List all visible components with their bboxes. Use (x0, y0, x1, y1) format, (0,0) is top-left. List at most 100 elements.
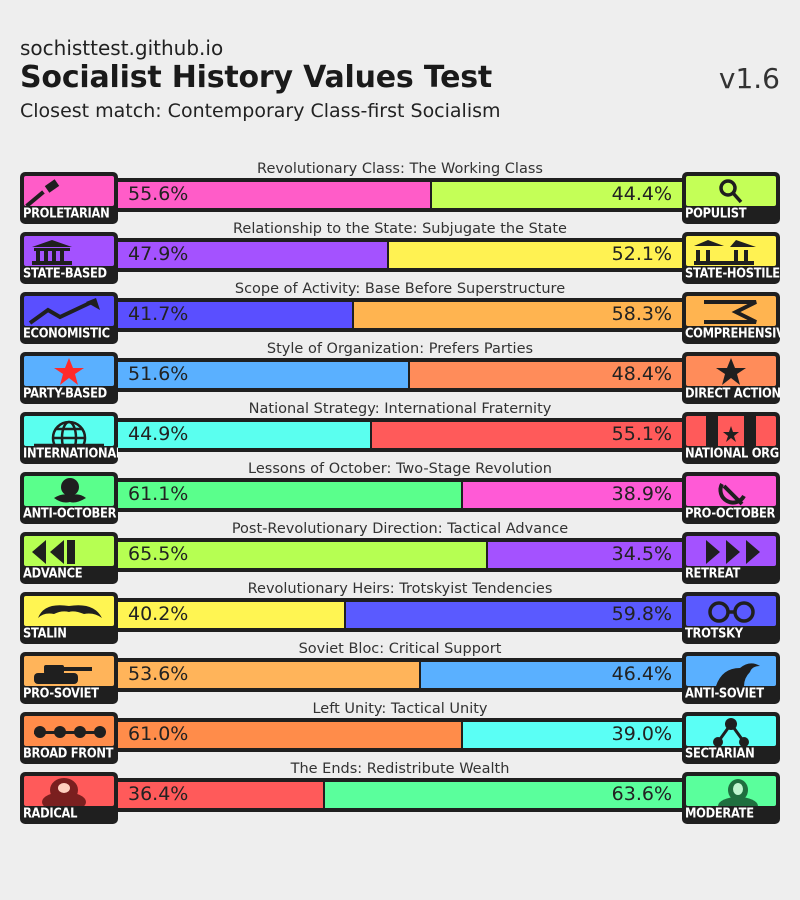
score-segment-left: 44.9% (118, 422, 373, 448)
linked-dots-icon (24, 716, 114, 746)
badge-left-label: RADICAL (23, 804, 78, 821)
badge-left: ANTI-OCTOBER (20, 472, 118, 524)
badge-right-label: SECTARIAN (685, 744, 755, 761)
score-segment-right: 52.1% (389, 242, 682, 268)
badge-right: MODERATE (682, 772, 780, 824)
badge-left-label: STALIN (23, 624, 67, 641)
score-bar: 36.4% 63.6% (118, 778, 682, 812)
badge-right: DIRECT ACTION (682, 352, 780, 404)
score-segment-left: 36.4% (118, 782, 325, 808)
rewind-arrows-icon (24, 536, 114, 566)
axis-label: Revolutionary Class: The Working Class (257, 161, 543, 177)
axis-row: Revolutionary Heirs: Trotskyist Tendenci… (20, 580, 780, 644)
badge-left-label: ADVANCE (23, 564, 83, 581)
silhouette-icon (686, 656, 776, 686)
axis-row: The Ends: Redistribute Wealth RADICAL MODE… (20, 760, 780, 824)
score-segment-right: 58.3% (354, 302, 682, 328)
glasses-icon (686, 596, 776, 626)
score-segment-left: 40.2% (118, 602, 346, 628)
score-left-percent: 47.9% (128, 243, 189, 265)
broken-building-icon (686, 236, 776, 266)
badge-left-label: PROLETARIAN (23, 204, 110, 221)
score-right-percent: 46.4% (611, 663, 672, 685)
badge-right: NATIONAL ORG (682, 412, 780, 464)
score-bar: 47.9% 52.1% (118, 238, 682, 272)
badge-left-label: STATE-BASED (23, 264, 107, 281)
score-right-percent: 59.8% (611, 603, 672, 625)
badge-right-label: COMPREHENSIVE (685, 324, 780, 341)
score-segment-right: 55.1% (372, 422, 682, 448)
score-bar: 53.6% 46.4% (118, 658, 682, 692)
badge-right-label: TROTSKY (685, 624, 743, 641)
score-left-percent: 36.4% (128, 783, 189, 805)
black-star-icon (686, 356, 776, 386)
badge-right-label: NATIONAL ORG (685, 444, 779, 461)
score-segment-right: 34.5% (488, 542, 682, 568)
badge-left: ADVANCE (20, 532, 118, 584)
score-segment-left: 47.9% (118, 242, 390, 268)
axis-label: Style of Organization: Prefers Parties (266, 341, 534, 357)
score-segment-right: 38.9% (463, 482, 682, 508)
axis-label: National Strategy: International Fratern… (248, 401, 552, 417)
magnifier-icon (686, 176, 776, 206)
score-right-percent: 55.1% (611, 423, 672, 445)
badge-left: STATE-BASED (20, 232, 118, 284)
score-bar: 41.7% 58.3% (118, 298, 682, 332)
axis-row: Style of Organization: Prefers Parties PA… (20, 340, 780, 404)
badge-right-label: MODERATE (685, 804, 754, 821)
axis-label: Scope of Activity: Base Before Superstru… (234, 281, 566, 297)
axis-label: Soviet Bloc: Critical Support (298, 641, 502, 657)
rose-icon (24, 476, 114, 506)
score-bar: 65.5% 34.5% (118, 538, 682, 572)
axis-row: Post-Revolutionary Direction: Tactical A… (20, 520, 780, 584)
network-node-icon (686, 716, 776, 746)
page-title: Socialist History Values Test (20, 60, 493, 95)
score-bar: 40.2% 59.8% (118, 598, 682, 632)
score-right-percent: 44.4% (611, 183, 672, 205)
badge-left: PRO-SOVIET (20, 652, 118, 704)
closest-match: Closest match: Contemporary Class-first … (20, 100, 501, 122)
score-right-percent: 38.9% (611, 483, 672, 505)
badge-left: STALIN (20, 592, 118, 644)
badge-left: INTERNATIONAL (20, 412, 118, 464)
score-bar: 44.9% 55.1% (118, 418, 682, 452)
axis-row: Scope of Activity: Base Before Superstru… (20, 280, 780, 344)
axis-label: Relationship to the State: Subjugate the… (233, 221, 567, 237)
badge-left-label: INTERNATIONAL (23, 444, 118, 461)
axis-row: Lessons of October: Two-Stage Revolution… (20, 460, 780, 524)
badge-left-label: ECONOMISTIC (23, 324, 110, 341)
axes-list: Revolutionary Class: The Working Class PR… (20, 160, 780, 824)
score-left-percent: 53.6% (128, 663, 189, 685)
badge-left: PROLETARIAN (20, 172, 118, 224)
badge-left: BROAD FRONT (20, 712, 118, 764)
axis-label: Lessons of October: Two-Stage Revolution (248, 461, 552, 477)
axis-label: Left Unity: Tactical Unity (312, 701, 488, 717)
score-right-percent: 34.5% (611, 543, 672, 565)
score-right-percent: 58.3% (611, 303, 672, 325)
badge-right: POPULIST (682, 172, 780, 224)
score-segment-right: 44.4% (432, 182, 682, 208)
badge-left: PARTY-BASED (20, 352, 118, 404)
axis-row: Soviet Bloc: Critical Support PRO-SOVIET A… (20, 640, 780, 704)
forward-arrows-icon (686, 536, 776, 566)
score-segment-right: 59.8% (345, 602, 682, 628)
hammer-icon (24, 176, 114, 206)
score-bar: 55.6% 44.4% (118, 178, 682, 212)
axis-row: Relationship to the State: Subjugate the… (20, 220, 780, 284)
score-left-percent: 61.1% (128, 483, 189, 505)
globe-icon (24, 416, 114, 446)
axis-label: The Ends: Redistribute Wealth (290, 761, 510, 777)
version-label: v1.6 (718, 62, 780, 95)
badge-left-label: PRO-SOVIET (23, 684, 99, 701)
rising-graph-icon (24, 296, 114, 326)
score-left-percent: 44.9% (128, 423, 189, 445)
hammer-sickle-icon (686, 476, 776, 506)
marx-portrait-icon (24, 776, 114, 806)
score-bar: 61.0% 39.0% (118, 718, 682, 752)
score-right-percent: 63.6% (611, 783, 672, 805)
badge-right-label: RETREAT (685, 564, 741, 581)
government-building-icon (24, 236, 114, 266)
score-segment-right: 63.6% (324, 782, 682, 808)
tank-icon (24, 656, 114, 686)
badge-left: RADICAL (20, 772, 118, 824)
